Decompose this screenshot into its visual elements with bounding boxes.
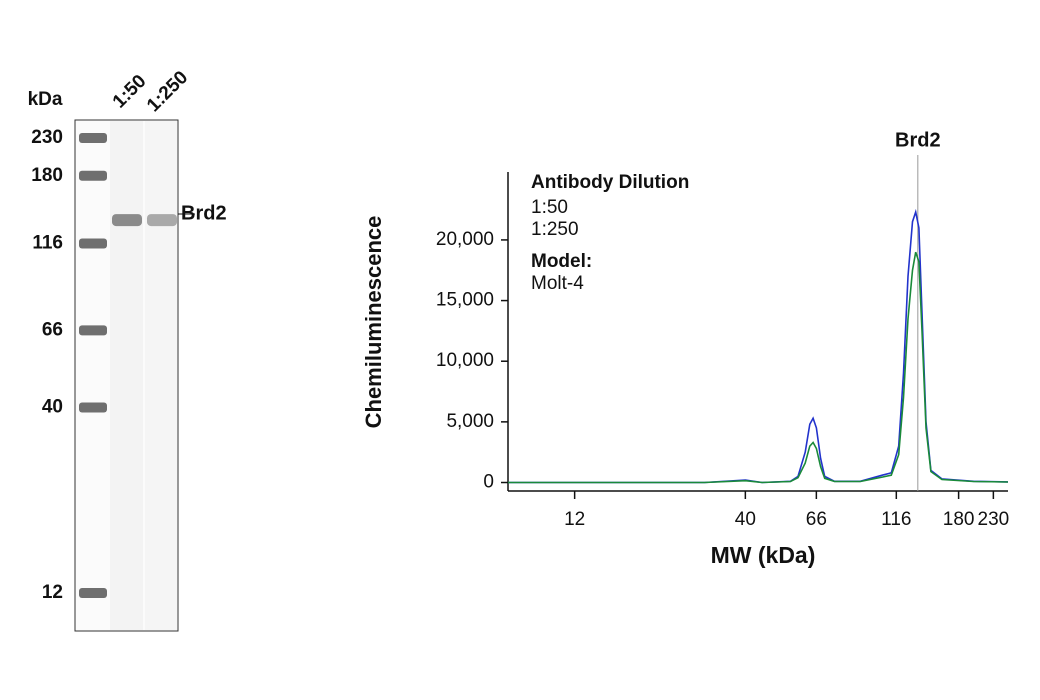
gel-band (147, 214, 177, 227)
y-tick-label: 20,000 (436, 229, 494, 250)
ladder-band (79, 238, 107, 249)
marker-label: 66 (42, 319, 63, 340)
ladder-band (79, 588, 107, 598)
x-tick-label: 12 (564, 509, 585, 530)
x-tick-label: 116 (881, 509, 911, 530)
model-label: Model: (531, 251, 592, 272)
chart-panel: Chemiluminescence MW (kDa) Antibody Dilu… (361, 172, 816, 568)
annotation-text: Brd2 (895, 129, 941, 151)
band-label: Brd2 (181, 202, 227, 224)
x-axis-label: MW (kDa) (711, 542, 816, 568)
marker-label: 230 (31, 127, 63, 148)
x-tick-label: 40 (735, 509, 756, 530)
lane-label: 1:50 (109, 71, 151, 113)
ladder-band (79, 325, 107, 336)
gel-band (112, 214, 142, 227)
legend-title: Antibody Dilution (531, 172, 689, 193)
y-tick-label: 10,000 (436, 350, 494, 371)
x-tick-label: 180 (943, 509, 975, 530)
gel-lane (145, 121, 177, 630)
gel-y-label: kDa (28, 89, 63, 110)
ladder-band (79, 402, 107, 413)
legend-entry: 1:250 (531, 219, 579, 240)
legend-entry: 1:50 (531, 197, 568, 218)
y-axis-label: Chemiluminescence (361, 216, 386, 429)
gel-panel: kDa Brd2 (28, 89, 227, 632)
marker-label: 12 (42, 582, 63, 603)
marker-label: 180 (31, 165, 63, 186)
y-tick-label: 15,000 (436, 290, 494, 311)
ladder-band (79, 133, 107, 143)
model-name: Molt-4 (531, 273, 584, 294)
marker-label: 116 (32, 232, 63, 253)
x-tick-label: 230 (978, 509, 1010, 530)
series-line (508, 251, 1009, 484)
ladder-band (79, 170, 107, 181)
lane-label: 1:250 (143, 67, 192, 116)
x-tick-label: 66 (806, 509, 827, 530)
gel-lane (110, 121, 143, 630)
y-tick-label: 0 (483, 472, 494, 493)
marker-label: 40 (42, 397, 63, 418)
y-tick-label: 5,000 (446, 411, 494, 432)
